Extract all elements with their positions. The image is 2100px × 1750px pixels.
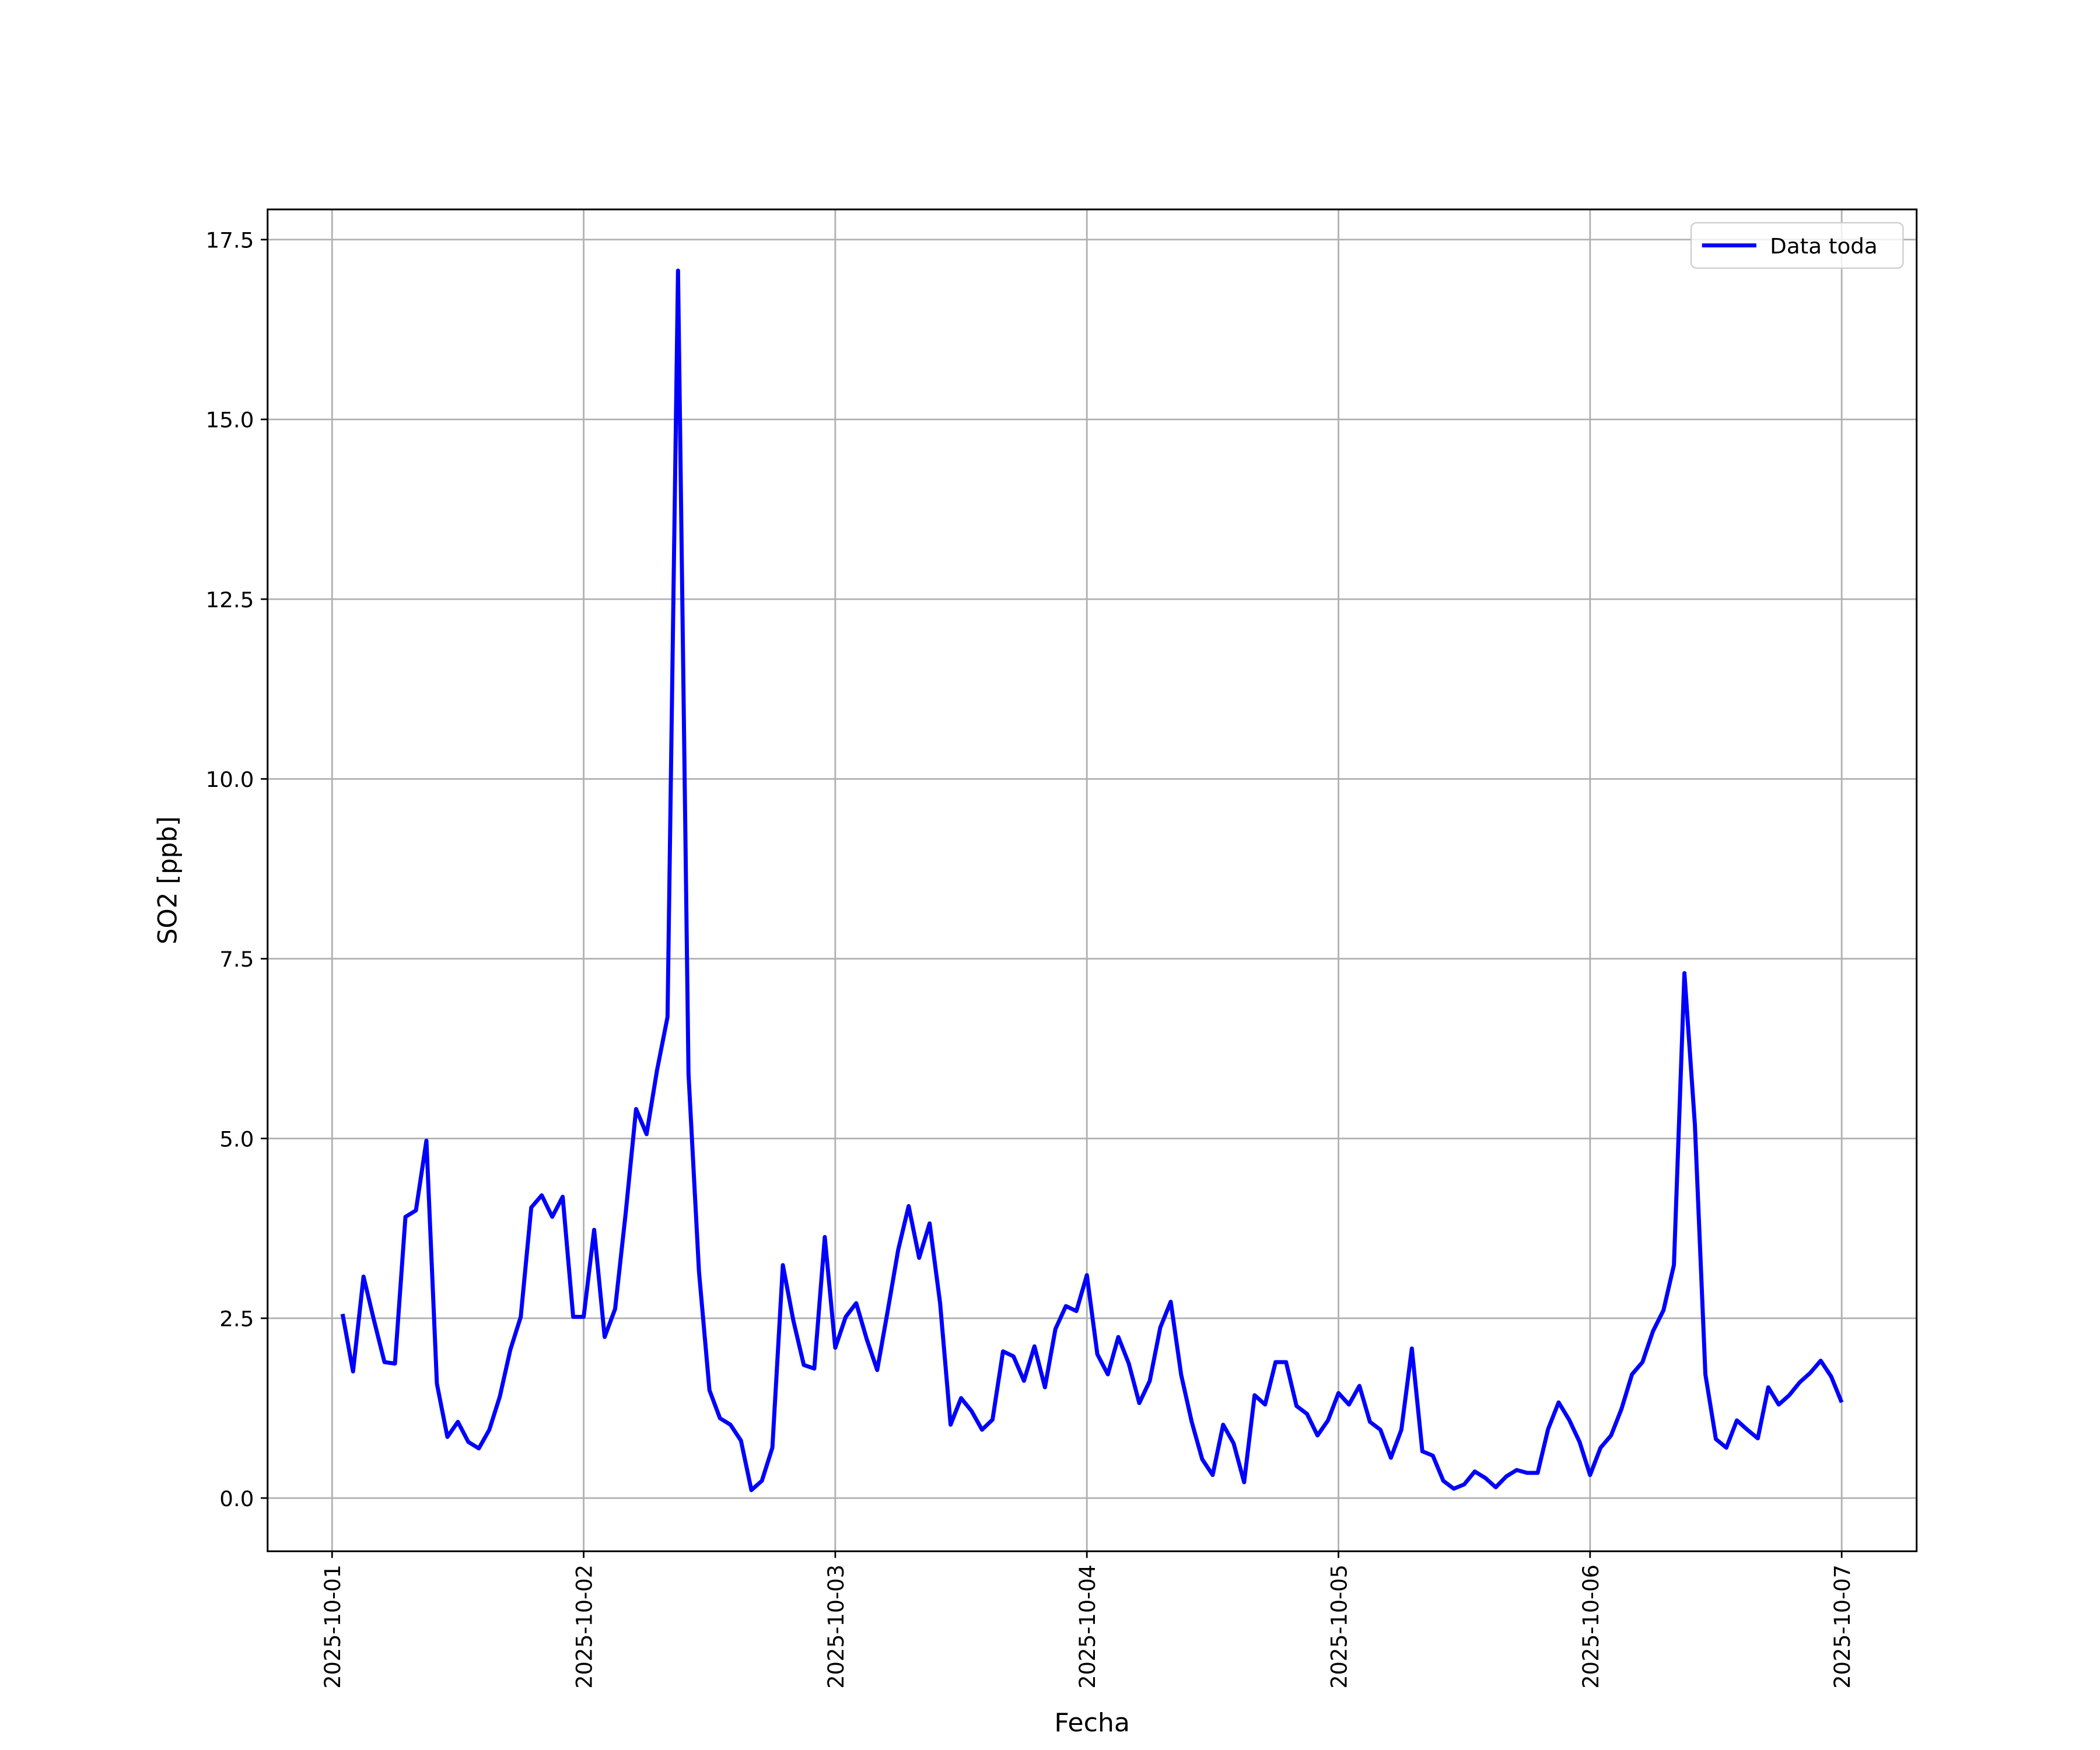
- y-tick-label: 10.0: [206, 767, 254, 792]
- x-tick-label: 2025-10-05: [1326, 1564, 1352, 1689]
- legend: Data toda: [1690, 222, 1904, 269]
- y-tick-label: 0.0: [219, 1486, 254, 1511]
- y-tick-label: 15.0: [206, 408, 254, 433]
- legend-box: [1690, 222, 1904, 269]
- x-tick-label: 2025-10-07: [1830, 1564, 1855, 1689]
- data-line: [340, 268, 1844, 1492]
- plot-data: [340, 268, 1844, 1492]
- y-tick-label: 5.0: [219, 1127, 254, 1152]
- y-tick-label: 12.5: [206, 587, 254, 612]
- x-tick-label: 2025-10-01: [320, 1564, 345, 1689]
- y-tick-label: 17.5: [206, 228, 254, 253]
- x-axis-label: Fecha: [1054, 1708, 1130, 1738]
- x-tick-label: 2025-10-06: [1578, 1564, 1603, 1689]
- x-tick-label: 2025-10-03: [824, 1564, 849, 1689]
- y-tick-label: 7.5: [219, 947, 254, 972]
- x-tick-label: 2025-10-02: [572, 1564, 597, 1689]
- plot-frame: [267, 208, 1918, 1552]
- legend-label: Data toda: [1770, 234, 1878, 259]
- y-tick-label: 2.5: [219, 1307, 254, 1332]
- y-axis-label: SO2 [ppb]: [153, 816, 183, 944]
- x-tick-label: 2025-10-04: [1075, 1564, 1100, 1689]
